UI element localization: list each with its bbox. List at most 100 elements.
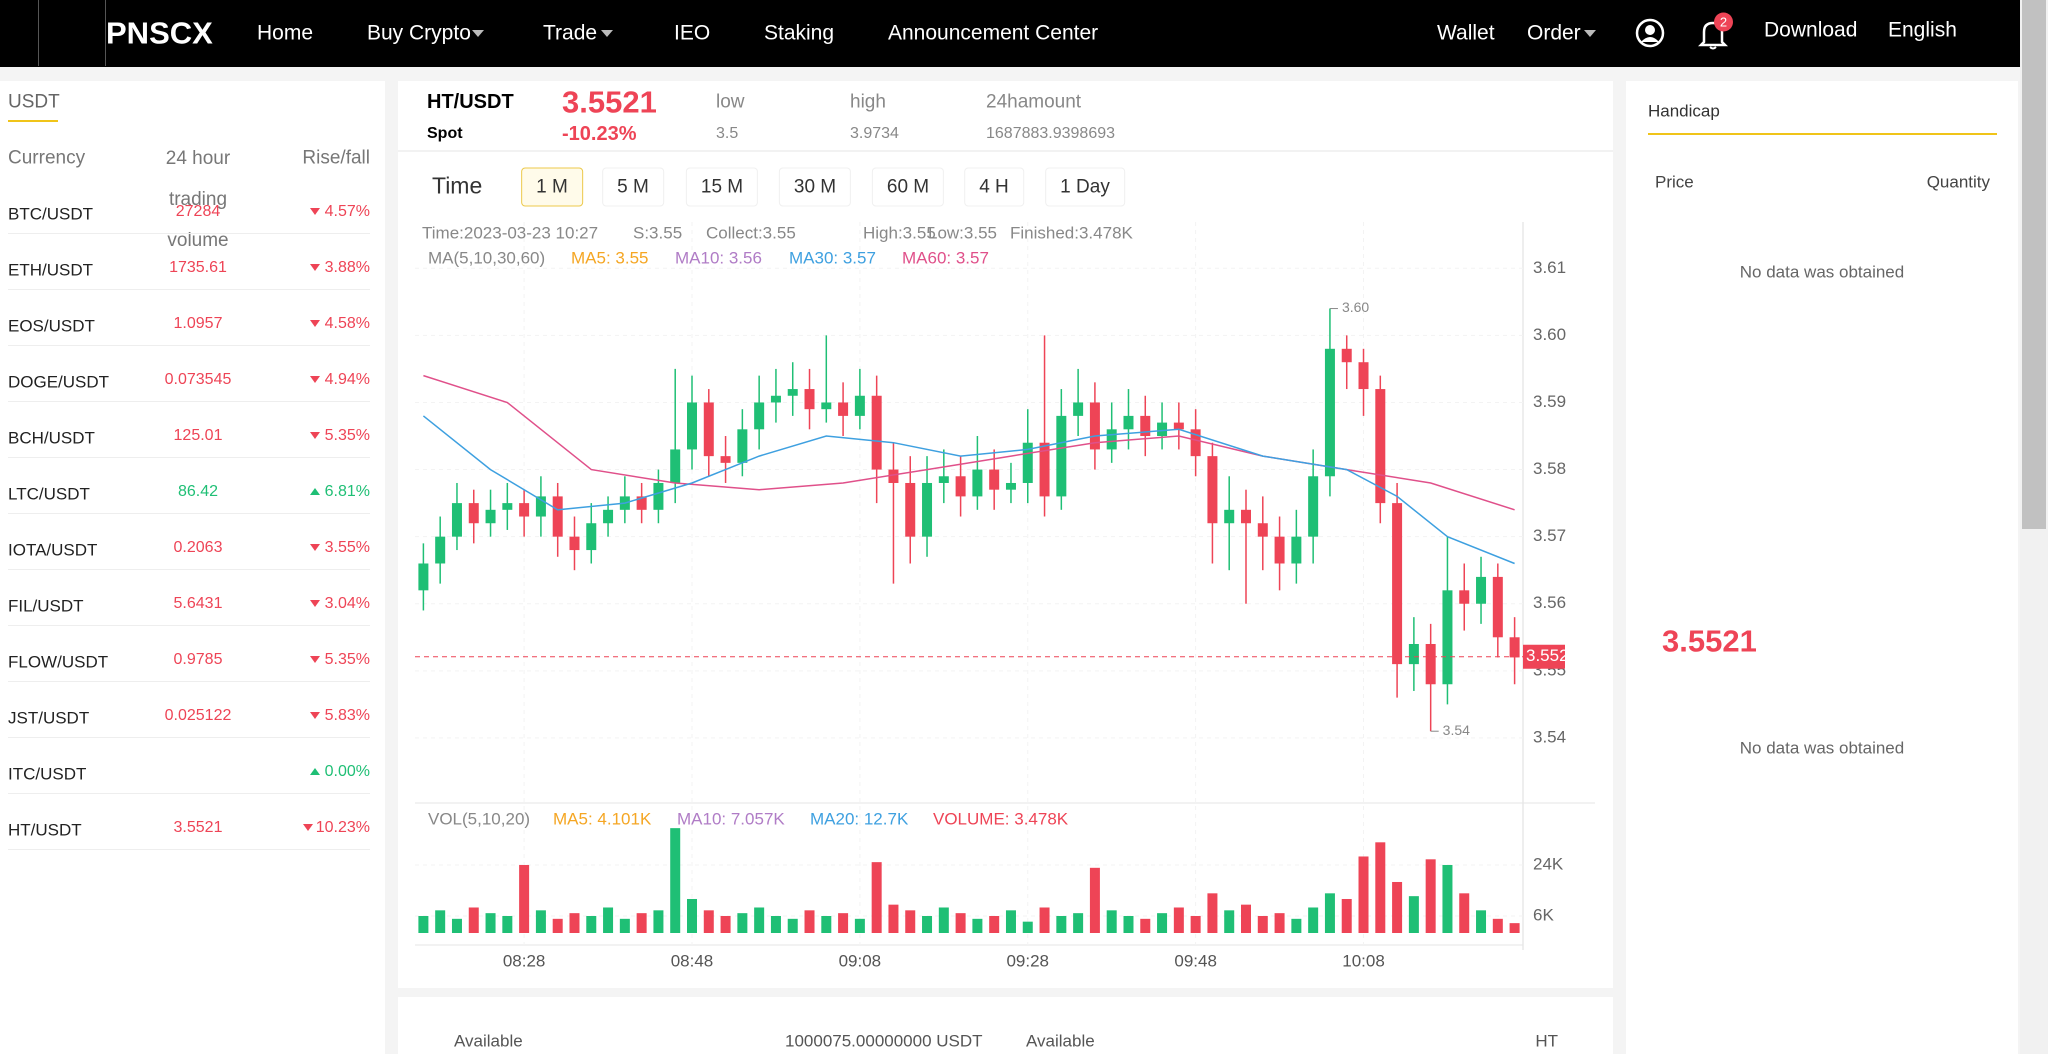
nav-link[interactable]: Staking [764, 21, 835, 45]
volume-bar [1324, 893, 1335, 933]
market-tab[interactable]: USDT [8, 91, 60, 113]
scrollbar-thumb[interactable] [2022, 0, 2046, 529]
volume-bar [938, 907, 949, 933]
candle-body [519, 503, 530, 517]
pair[interactable]: FLOW/USDT [8, 652, 109, 672]
nav-link[interactable]: Order [1527, 21, 1581, 45]
volume-bar [1140, 918, 1151, 933]
change: 0.00% [324, 763, 370, 780]
pair[interactable]: IOTA/USDT [8, 540, 98, 560]
ma-legend: MA5: 3.55 [571, 248, 649, 267]
nav-link[interactable]: Announcement Center [888, 21, 1099, 45]
candle-body [1241, 509, 1251, 524]
balance-label: Available [1026, 1031, 1095, 1051]
candle-body [1039, 442, 1050, 497]
volume-bar [619, 918, 630, 933]
interval-button[interactable]: 60 M [871, 167, 945, 207]
candle-body [1207, 456, 1218, 524]
divider [398, 150, 1613, 152]
user-icon[interactable] [1635, 18, 1665, 48]
last-price: 3.5521 [562, 84, 657, 120]
volume: 3.5521 [173, 819, 223, 836]
interval-button[interactable]: 4 H [964, 167, 1024, 207]
nav-link[interactable]: Wallet [1437, 21, 1495, 45]
pair[interactable]: ETH/USDT [8, 260, 93, 280]
interval-button[interactable]: 5 M [602, 167, 664, 207]
notification-badge[interactable]: 2 [1714, 12, 1733, 32]
ma-line [423, 374, 1515, 511]
row-divider [8, 513, 370, 514]
change: 5.83% [324, 707, 370, 724]
candle-body [1408, 643, 1419, 665]
pair[interactable]: JST/USDT [8, 708, 90, 728]
candle-body [1392, 503, 1403, 665]
candle-body [1476, 576, 1487, 604]
x-tick-label: 09:08 [839, 951, 882, 970]
volume-bar [636, 913, 647, 933]
volume-bar [1257, 915, 1268, 933]
nav-link[interactable]: English [1888, 18, 1957, 42]
volume-bar [687, 898, 697, 933]
row-divider [8, 289, 370, 290]
candle-body [653, 482, 664, 510]
logo-text[interactable]: PNSCX [106, 15, 213, 51]
change: 3.88% [324, 259, 370, 276]
volume-bar [468, 907, 479, 933]
candle-body [1173, 422, 1184, 430]
row-divider [8, 849, 370, 850]
pair[interactable]: DOGE/USDT [8, 372, 110, 392]
candle-body [418, 563, 429, 591]
pair[interactable]: BTC/USDT [8, 204, 93, 224]
y-tick-label: 3.56 [1533, 593, 1566, 612]
interval-button[interactable]: 30 M [778, 167, 852, 207]
candle-body [787, 389, 798, 396]
y-tick-label: 3.61 [1533, 258, 1566, 277]
candle-body [1442, 590, 1453, 685]
interval-button[interactable]: 1 Day [1045, 167, 1125, 207]
change: 3.55% [324, 539, 370, 556]
handicap-title[interactable]: Handicap [1648, 101, 1720, 121]
ma-legend: MA(5,10,30,60) [428, 248, 545, 267]
candle-body [1274, 536, 1285, 564]
volume-bar [1308, 907, 1319, 933]
row-divider [8, 569, 370, 570]
candle-body [1073, 402, 1084, 416]
volume-bar [1291, 918, 1302, 933]
volume-bar [1459, 893, 1470, 933]
pair[interactable]: FIL/USDT [8, 596, 84, 616]
nav-link[interactable]: Home [257, 21, 314, 45]
candle-body [854, 395, 865, 416]
volume-bar [451, 918, 462, 933]
pair[interactable]: EOS/USDT [8, 316, 95, 336]
change-arrow [309, 656, 320, 663]
volume: 0.2063 [173, 539, 223, 556]
pair[interactable]: ITC/USDT [8, 764, 87, 784]
volume: 86.42 [177, 483, 219, 500]
kline-info: Collect:3.55 [706, 223, 796, 242]
candle-body [586, 523, 597, 551]
pair[interactable]: LTC/USDT [8, 484, 90, 504]
volume: 1.0957 [173, 315, 223, 332]
nav-link[interactable]: IEO [674, 21, 711, 45]
nav-link[interactable]: Buy Crypto [367, 21, 471, 45]
candle-body [703, 402, 714, 457]
candle-body [922, 482, 933, 537]
volume-bar [955, 913, 966, 933]
nav-link[interactable]: Download [1764, 18, 1858, 42]
pair[interactable]: BCH/USDT [8, 428, 95, 448]
candle-body [737, 429, 748, 463]
nav-link[interactable]: Trade [543, 21, 598, 45]
candle-body [1005, 482, 1016, 490]
volume-bar [1039, 907, 1050, 933]
logo-image[interactable] [38, 0, 106, 66]
interval-button[interactable]: 15 M [685, 167, 759, 207]
volume-bar [720, 915, 731, 933]
pair[interactable]: HT/USDT [8, 820, 82, 840]
vol-legend: VOL(5,10,20) [428, 809, 530, 828]
x-tick-label: 10:08 [1342, 951, 1385, 970]
volume-bar [854, 918, 865, 933]
kline-info: S:3.55 [633, 223, 682, 242]
pair: HT/USDT [427, 91, 514, 113]
interval-button[interactable]: 1 M [521, 167, 583, 207]
